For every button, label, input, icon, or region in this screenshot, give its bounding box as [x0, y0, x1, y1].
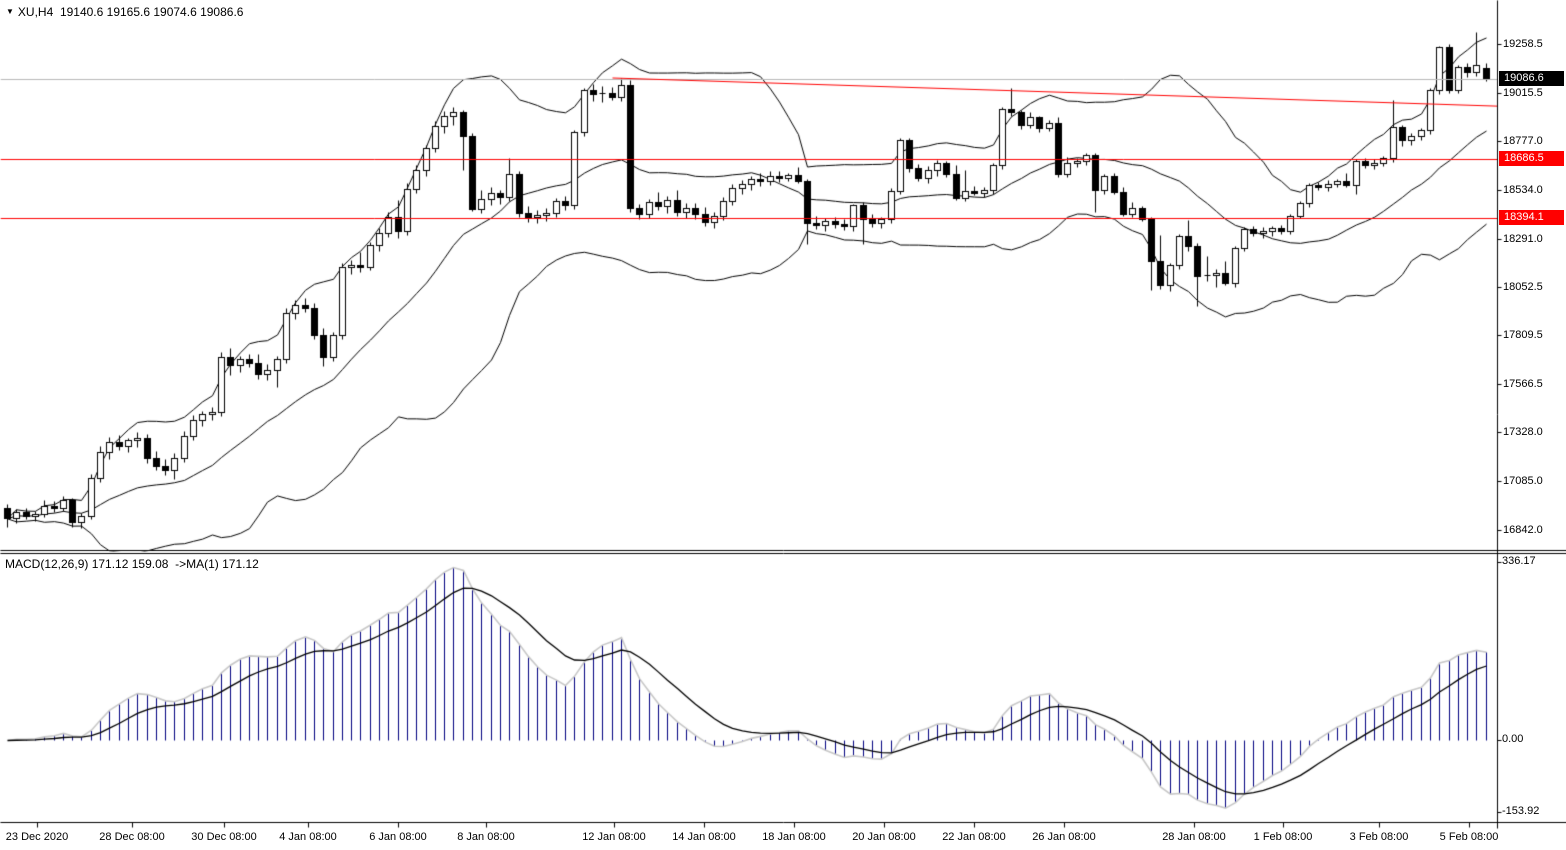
time-axis-label: 4 Jan 08:00 — [279, 831, 337, 843]
time-axis-label: 26 Jan 08:00 — [1032, 831, 1096, 843]
time-axis-label: 14 Jan 08:00 — [672, 831, 736, 843]
time-axis-label: 3 Feb 08:00 — [1349, 831, 1409, 843]
time-axis-label: 30 Dec 08:00 — [191, 831, 257, 843]
time-axis-label: 5 Feb 08:00 — [1439, 831, 1499, 843]
time-axis-label: 23 Dec 2020 — [5, 831, 69, 843]
time-axis-label: 12 Jan 08:00 — [582, 831, 646, 843]
price-axis-label: 16842.0 — [1503, 524, 1543, 536]
price-axis-label: 17566.5 — [1503, 378, 1543, 390]
symbol-header: ▼ XU,H4 19140.6 19165.6 19074.6 19086.6 — [6, 5, 243, 19]
price-axis-label: 18777.0 — [1503, 135, 1543, 147]
price-axis-label: 17328.0 — [1503, 426, 1543, 438]
level-price-tag: 18394.1 — [1499, 210, 1564, 225]
macd-axis-label: -153.92 — [1502, 805, 1540, 817]
price-axis-label: 19015.5 — [1503, 87, 1543, 99]
price-axis-label: 19258.5 — [1503, 38, 1543, 50]
symbol-ohlc-values: 19140.6 19165.6 19074.6 19086.6 — [59, 5, 244, 19]
time-axis-label: 6 Jan 08:00 — [369, 831, 427, 843]
price-axis-label: 17085.0 — [1503, 475, 1543, 487]
time-axis-label: 28 Dec 08:00 — [99, 831, 165, 843]
time-axis-label: 18 Jan 08:00 — [762, 831, 826, 843]
macd-axis-label: 336.17 — [1502, 555, 1536, 567]
current-price-tag: 19086.6 — [1499, 71, 1564, 86]
price-axis-label: 18291.0 — [1503, 233, 1543, 245]
time-axis-label: 20 Jan 08:00 — [852, 831, 916, 843]
time-axis-label: 28 Jan 08:00 — [1162, 831, 1226, 843]
price-axis-label: 18052.5 — [1503, 281, 1543, 293]
time-axis-label: 8 Jan 08:00 — [457, 831, 515, 843]
time-axis-label: 22 Jan 08:00 — [942, 831, 1006, 843]
price-axis-label: 17809.5 — [1503, 329, 1543, 341]
symbol-dropdown-icon[interactable]: ▼ — [6, 7, 14, 16]
macd-indicator-label: MACD(12,26,9) 171.12 159.08 ->MA(1) 171.… — [5, 557, 259, 571]
level-price-tag: 18686.5 — [1499, 151, 1564, 166]
time-axis-label: 1 Feb 08:00 — [1253, 831, 1313, 843]
symbol-label: XU,H4 — [17, 5, 54, 19]
macd-axis-label: 0.00 — [1502, 733, 1524, 745]
price-axis-label: 18534.0 — [1503, 184, 1543, 196]
